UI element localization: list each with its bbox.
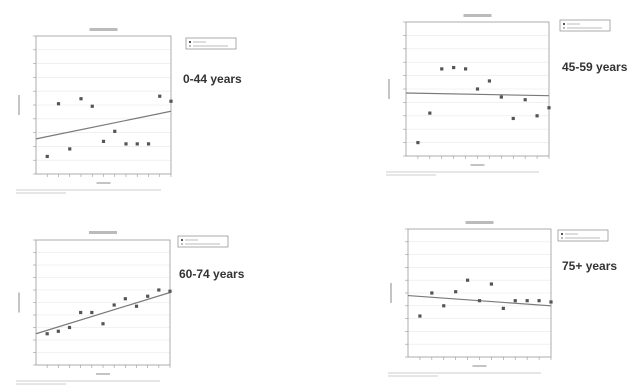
legend-box — [559, 19, 611, 32]
data-point — [169, 99, 173, 103]
data-point — [487, 79, 492, 83]
chart-panel-45-59: 45-59 years — [320, 0, 637, 195]
legend-box — [557, 229, 609, 242]
data-point — [101, 139, 106, 143]
legend — [185, 37, 237, 50]
data-point — [499, 95, 503, 99]
chart-panel-60-74: 60-74 years — [0, 195, 320, 388]
data-point — [440, 67, 444, 71]
age-group-label-0-44: 0-44 years — [183, 72, 242, 86]
data-point — [90, 104, 94, 108]
x-axis-label-mark — [96, 373, 110, 375]
data-point — [124, 142, 128, 146]
data-point — [465, 278, 470, 282]
data-point — [45, 154, 49, 159]
data-point — [463, 67, 468, 71]
trend-line — [35, 110, 172, 140]
x-axis-label-mark — [472, 365, 487, 367]
age-group-label-75plus: 75+ years — [562, 259, 618, 273]
data-point — [523, 98, 527, 102]
data-point — [416, 141, 420, 145]
y-axis-label-mark — [388, 79, 390, 99]
y-axis-label-mark — [18, 95, 20, 115]
legend — [559, 19, 611, 32]
x-axis-label-mark — [96, 182, 111, 184]
data-point — [501, 306, 505, 310]
data-point — [157, 288, 161, 292]
y-axis-label-mark — [390, 283, 392, 303]
data-point — [537, 299, 541, 303]
data-point — [535, 114, 539, 118]
data-point — [513, 299, 517, 303]
legend — [557, 229, 609, 242]
chart-title-mark — [463, 14, 492, 17]
data-point — [79, 310, 83, 315]
legend — [177, 235, 229, 248]
data-point — [146, 294, 150, 298]
data-point — [418, 314, 422, 318]
chart-title-mark — [89, 28, 118, 31]
trend-line — [405, 92, 550, 97]
data-point — [454, 290, 458, 294]
data-point — [134, 304, 139, 308]
data-point — [101, 322, 105, 326]
data-point — [90, 310, 94, 315]
data-point — [511, 116, 515, 121]
data-point — [79, 97, 83, 101]
data-point — [146, 142, 151, 146]
data-point — [135, 142, 139, 146]
chart-svg-75plus — [388, 221, 609, 377]
trend-line — [35, 291, 171, 335]
data-point — [547, 106, 551, 110]
chart-panel-0-44: 0-44 years — [0, 0, 320, 195]
data-point — [67, 325, 72, 330]
chart-svg-45-59 — [386, 14, 611, 176]
data-point — [112, 303, 116, 307]
legend-box — [177, 235, 229, 248]
data-point — [113, 129, 117, 133]
data-point — [68, 147, 72, 151]
chart-panel-75plus: 75+ years — [320, 195, 637, 388]
data-point — [56, 102, 61, 106]
age-group-label-45-59: 45-59 years — [562, 60, 628, 74]
data-point — [477, 299, 482, 303]
age-group-label-60-74: 60-74 years — [179, 267, 245, 281]
data-point — [489, 282, 494, 286]
chart-svg-60-74 — [16, 231, 229, 385]
legend-marker — [189, 41, 191, 43]
legend-marker — [563, 23, 565, 25]
x-axis-label-mark — [470, 164, 485, 166]
data-point — [428, 111, 432, 115]
chart-title-mark — [89, 231, 117, 234]
data-point — [168, 289, 172, 293]
y-axis-label-mark — [18, 292, 20, 313]
data-point — [45, 332, 49, 336]
data-point — [56, 329, 60, 333]
data-point — [430, 291, 434, 295]
data-point — [525, 299, 529, 303]
data-point — [442, 304, 446, 308]
data-point — [452, 65, 456, 70]
legend-marker — [561, 233, 563, 235]
data-point — [123, 297, 127, 301]
data-point — [158, 94, 162, 98]
data-point — [549, 300, 553, 304]
data-point — [475, 87, 480, 91]
legend-box — [185, 37, 237, 50]
legend-marker — [181, 239, 183, 241]
chart-title-mark — [465, 221, 494, 224]
chart-svg-0-44 — [16, 28, 237, 194]
